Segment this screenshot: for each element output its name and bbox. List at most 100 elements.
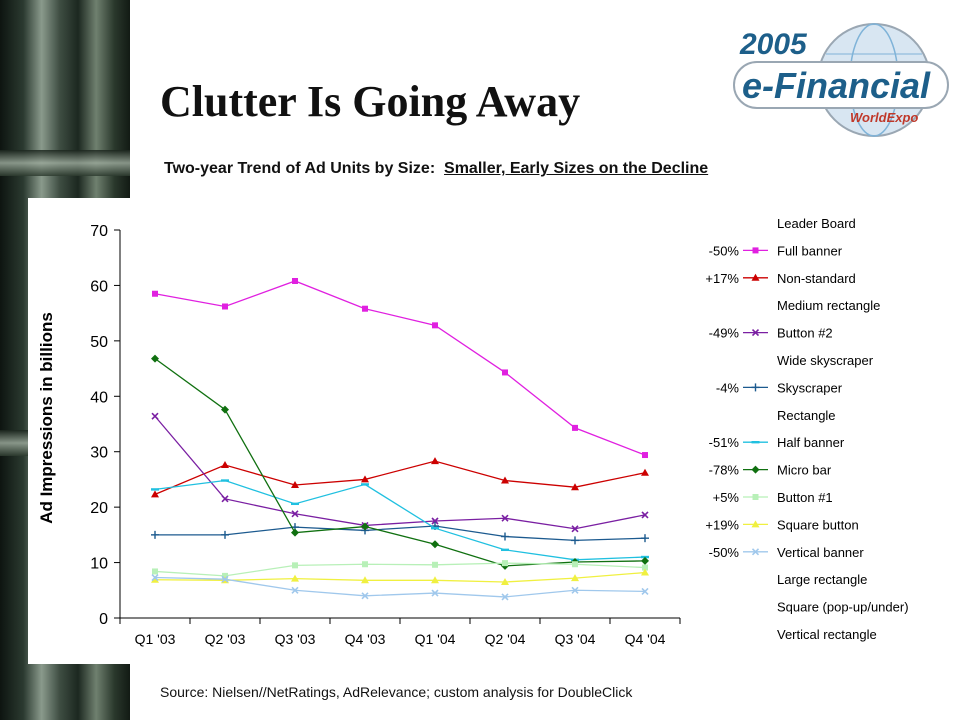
marker-stroke: [431, 517, 439, 525]
legend-label: Vertical banner: [777, 545, 864, 560]
legend-change: -4%: [716, 380, 740, 395]
series-button-1: [152, 560, 648, 579]
marker-stroke: [431, 589, 439, 597]
data-point: [641, 587, 649, 595]
x-tick-label: Q2 '04: [485, 631, 526, 647]
data-point: [151, 412, 159, 420]
x-tick-label: Q1 '04: [415, 631, 456, 647]
data-point: [221, 530, 229, 539]
legend-marker: [751, 548, 760, 556]
series-line: [154, 280, 646, 456]
data-point: [571, 586, 579, 594]
data-point: [571, 574, 579, 582]
logo-year: 2005: [739, 28, 808, 61]
logo-name: e-Financial: [742, 65, 931, 106]
legend-item-rectangle: Rectangle: [777, 408, 836, 423]
legend-label: Full banner: [777, 243, 843, 258]
legend-change: -50%: [709, 545, 740, 560]
data-point: [431, 589, 439, 597]
data-point: [151, 354, 159, 363]
marker-stroke: [151, 412, 159, 420]
data-point: [501, 514, 509, 522]
marker-stroke: [291, 510, 299, 518]
logo-tagline: WorldExpo: [850, 110, 918, 125]
data-point: [641, 534, 649, 543]
data-point: [571, 536, 579, 545]
data-point: [151, 530, 159, 539]
x-tick-label: Q4 '04: [625, 631, 666, 647]
y-tick-label: 0: [99, 611, 108, 628]
page-title: Clutter Is Going Away: [160, 77, 581, 126]
data-point: [222, 303, 228, 310]
series-half-banner: [151, 479, 649, 561]
legend-label: Vertical rectangle: [777, 627, 877, 642]
data-point: [571, 483, 579, 491]
legend-label: Half banner: [777, 435, 845, 450]
data-point: [221, 575, 229, 583]
x-tick-label: Q3 '03: [275, 631, 316, 647]
marker-stroke: [361, 592, 369, 600]
y-tick-label: 70: [90, 223, 108, 240]
marker-stroke: [641, 511, 649, 519]
data-point: [362, 561, 368, 568]
data-point: [641, 511, 649, 519]
y-tick-label: 50: [90, 334, 108, 351]
legend-item-leader-board: Leader Board: [777, 216, 856, 231]
legend-item-medium-rectangle: Medium rectangle: [777, 298, 880, 313]
legend-item-square-pop-up-under: Square (pop-up/under): [777, 600, 909, 615]
legend-item-vertical-banner: Vertical banner -50%: [709, 545, 865, 560]
chart-subtitle: Two-year Trend of Ad Units by Size: Smal…: [164, 160, 708, 178]
data-point: [501, 532, 509, 541]
legend-item-square-button: Square button +19%: [705, 517, 858, 532]
data-point: [361, 522, 369, 531]
logo-band: [733, 61, 949, 109]
legend-change: +5%: [713, 490, 740, 505]
data-point: [642, 452, 648, 459]
series-vertical-banner: [151, 573, 649, 601]
x-tick-label: Q3 '04: [555, 631, 596, 647]
legend-label: Skyscraper: [777, 380, 843, 395]
marker-stroke: [221, 575, 229, 583]
legend-label: Non-standard: [777, 271, 856, 286]
data-point: [501, 577, 509, 585]
legend-item-large-rectangle: Large rectangle: [777, 572, 867, 587]
marker-stroke: [751, 329, 760, 337]
legend-item-button-1: Button #1 +5%: [713, 490, 833, 505]
series-line: [154, 562, 646, 577]
data-point: [291, 528, 299, 537]
data-point: [572, 424, 578, 431]
data-point: [152, 568, 158, 575]
data-point: [431, 576, 439, 584]
series-line: [155, 525, 646, 542]
marker-stroke: [571, 586, 579, 594]
subtitle-prefix: Two-year Trend of Ad Units by Size:: [164, 160, 436, 177]
legend-change: -50%: [709, 243, 740, 258]
marker-stroke: [501, 514, 509, 522]
y-tick-label: 40: [90, 389, 108, 406]
y-tick-label: 30: [90, 445, 108, 462]
legend-change: -78%: [709, 463, 740, 478]
data-point: [502, 560, 508, 567]
data-point: [361, 483, 369, 486]
legend-marker: [752, 247, 759, 254]
y-tick-label: 60: [90, 278, 108, 295]
data-point: [291, 510, 299, 518]
data-point: [502, 369, 508, 376]
subtitle-emphasis: Smaller, Early Sizes on the Decline: [444, 160, 709, 177]
data-point: [361, 475, 369, 483]
data-point: [641, 568, 649, 576]
data-point: [501, 593, 509, 601]
data-point: [291, 586, 299, 594]
chart-series-lines: [151, 277, 649, 601]
marker-stroke: [501, 593, 509, 601]
legend-label: Micro bar: [777, 463, 832, 478]
legend-marker: [751, 329, 760, 337]
legend-item-micro-bar: Micro bar -78%: [709, 463, 832, 478]
legend-label: Medium rectangle: [777, 298, 880, 313]
data-point: [292, 562, 298, 569]
legend-label: Square button: [777, 517, 859, 532]
data-point: [221, 479, 229, 482]
legend-label: Button #2: [777, 326, 833, 341]
data-point: [292, 277, 298, 284]
legend-change: -51%: [709, 435, 740, 450]
